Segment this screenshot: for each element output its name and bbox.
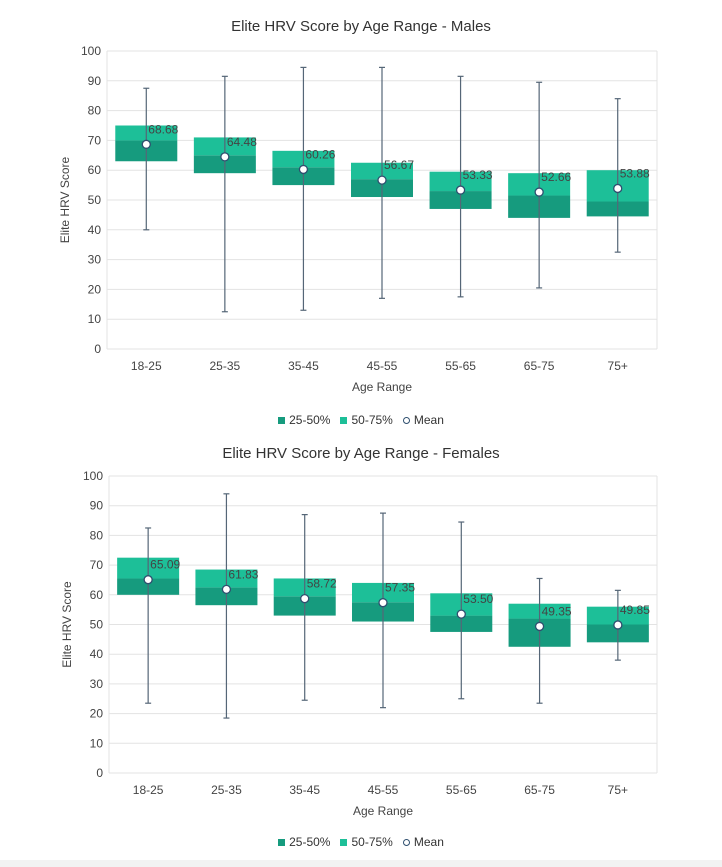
legend-item-q3: 50-75%	[340, 413, 393, 427]
mean-marker	[534, 621, 545, 632]
mean-marker	[613, 620, 623, 630]
mean-marker	[534, 187, 544, 197]
mean-data-label: 49.35	[542, 604, 572, 618]
x-tick-label: 55-65	[445, 359, 476, 373]
y-tick-label: 60	[90, 588, 104, 602]
y-tick-label: 20	[88, 282, 102, 296]
mean-marker	[221, 584, 232, 595]
x-tick-label: 35-45	[289, 783, 320, 797]
mean-data-label: 65.09	[150, 558, 180, 572]
legend-item-q3: 50-75%	[340, 835, 393, 849]
y-tick-label: 70	[90, 558, 104, 572]
mean-marker	[613, 183, 623, 194]
chart-legend: 25-50% 50-75% Mean	[0, 835, 722, 849]
y-tick-label: 40	[90, 647, 104, 661]
mean-data-label: 68.68	[148, 122, 178, 136]
y-tick-label: 10	[88, 312, 102, 326]
legend-label: Mean	[413, 413, 444, 427]
legend-swatch-q2	[278, 416, 286, 424]
males-plot: 0 10 20 30 40 50 60 70 80 90 100 68.68 18-25 64.48 25-…	[58, 44, 658, 394]
mean-data-label: 53.50	[463, 592, 493, 606]
legend-swatch-q2	[278, 838, 286, 846]
y-tick-label: 80	[88, 104, 102, 118]
mean-data-label: 53.88	[620, 166, 650, 180]
mean-marker	[143, 575, 153, 585]
y-tick-label: 90	[90, 499, 104, 513]
mean-marker	[141, 139, 151, 149]
y-axis-title: Elite HRV Score	[60, 581, 74, 668]
mean-data-label: 61.83	[228, 567, 258, 581]
mean-data-label: 58.72	[307, 577, 337, 591]
mean-data-label: 56.67	[384, 158, 414, 172]
y-tick-label: 0	[96, 766, 103, 780]
y-tick-label: 30	[88, 253, 102, 267]
chart-legend: 25-50% 50-75% Mean	[0, 413, 722, 427]
y-tick-label: 60	[88, 163, 102, 177]
x-tick-label: 75+	[608, 359, 628, 373]
legend-label: 25-50%	[289, 413, 331, 427]
mean-data-label: 52.66	[541, 170, 571, 184]
legend-label: 50-75%	[351, 835, 393, 849]
females-plot: 0 10 20 30 40 50 60 70 80 90 100 65.09 18-25 61.83 25-…	[60, 469, 658, 818]
mean-marker	[377, 175, 387, 185]
legend-label: Mean	[413, 835, 444, 849]
y-tick-label: 30	[90, 677, 104, 691]
males-chart: Elite HRV Score by Age Range - Males 0 10…	[0, 18, 722, 427]
x-tick-label: 65-75	[524, 783, 555, 797]
mean-data-label: 64.48	[227, 135, 257, 149]
y-tick-label: 50	[90, 618, 104, 632]
mean-data-label: 53.33	[463, 168, 493, 182]
y-tick-label: 90	[88, 74, 102, 88]
x-tick-label: 25-35	[210, 359, 241, 373]
legend-item-mean: Mean	[402, 835, 444, 849]
x-axis-title: Age Range	[352, 380, 412, 394]
x-tick-label: 65-75	[524, 359, 555, 373]
y-tick-label: 40	[88, 223, 102, 237]
mean-marker	[456, 609, 466, 619]
mean-data-label: 60.26	[305, 147, 335, 161]
legend-swatch-q3	[340, 838, 348, 846]
bottom-strip	[0, 860, 722, 867]
legend-item-mean: Mean	[402, 413, 444, 427]
legend-label: 25-50%	[289, 835, 331, 849]
y-tick-label: 10	[90, 736, 104, 750]
chart-title: Elite HRV Score by Age Range - Females	[222, 445, 500, 462]
legend-swatch-q3	[340, 416, 348, 424]
legend-swatch-mean	[402, 838, 410, 846]
legend-label: 50-75%	[351, 413, 393, 427]
x-tick-label: 35-45	[288, 359, 319, 373]
y-tick-label: 100	[83, 469, 103, 483]
y-tick-label: 20	[90, 707, 104, 721]
y-tick-label: 50	[88, 193, 102, 207]
legend-item-q2: 25-50%	[278, 413, 330, 427]
y-tick-label: 80	[90, 528, 104, 542]
y-tick-label: 0	[94, 342, 101, 356]
x-tick-label: 18-25	[131, 359, 162, 373]
legend-item-q2: 25-50%	[278, 835, 330, 849]
x-tick-label: 18-25	[133, 783, 164, 797]
mean-data-label: 57.35	[385, 581, 415, 595]
x-tick-label: 75+	[608, 783, 628, 797]
x-axis-title: Age Range	[353, 804, 413, 818]
females-chart: Elite HRV Score by Age Range - Females 0…	[0, 435, 722, 860]
x-tick-label: 45-55	[368, 783, 399, 797]
mean-marker	[378, 598, 388, 608]
y-axis-title: Elite HRV Score	[58, 156, 72, 243]
legend-swatch-mean	[402, 416, 410, 424]
x-tick-label: 55-65	[446, 783, 477, 797]
x-tick-label: 25-35	[211, 783, 242, 797]
mean-marker	[220, 152, 230, 162]
y-tick-label: 100	[81, 44, 101, 58]
mean-marker	[298, 164, 309, 175]
mean-marker	[455, 185, 466, 195]
y-tick-label: 70	[88, 133, 102, 147]
chart-title: Elite HRV Score by Age Range - Males	[231, 18, 491, 35]
mean-data-label: 49.85	[620, 603, 650, 617]
mean-marker	[300, 593, 310, 604]
x-tick-label: 45-55	[367, 359, 398, 373]
